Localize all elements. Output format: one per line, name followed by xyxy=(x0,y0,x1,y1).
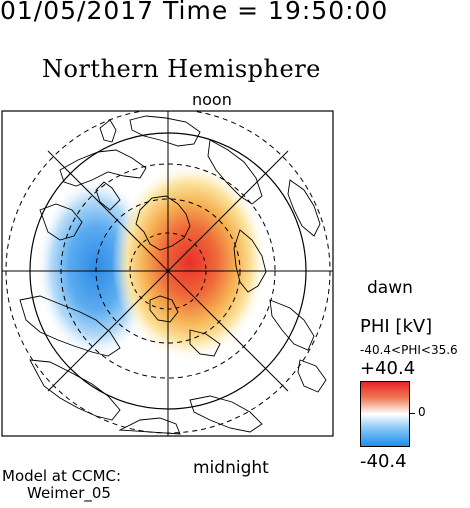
model-name-label: Weimer_05 xyxy=(27,484,111,502)
legend-colorbar xyxy=(360,381,410,447)
page-title: Northern Hemisphere xyxy=(42,55,321,83)
positive-potential-cell xyxy=(112,162,268,362)
midnight-label: midnight xyxy=(193,458,269,478)
noon-label: noon xyxy=(192,90,232,109)
legend-zero-label: 0 xyxy=(418,405,426,419)
model-source-label: Model at CCMC: xyxy=(2,467,122,485)
legend-title: PHI [kV] xyxy=(360,316,433,337)
legend-zero-tick xyxy=(410,413,415,414)
dawn-label: dawn xyxy=(367,278,413,298)
legend-range: -40.4<PHI<35.6 xyxy=(360,343,458,357)
legend-max-label: +40.4 xyxy=(360,358,416,379)
map-frame xyxy=(1,110,334,437)
legend-min-label: -40.4 xyxy=(360,451,407,472)
coastlines xyxy=(19,115,327,435)
datetime-header: 01/05/2017 Time = 19:50:00 xyxy=(0,0,389,25)
